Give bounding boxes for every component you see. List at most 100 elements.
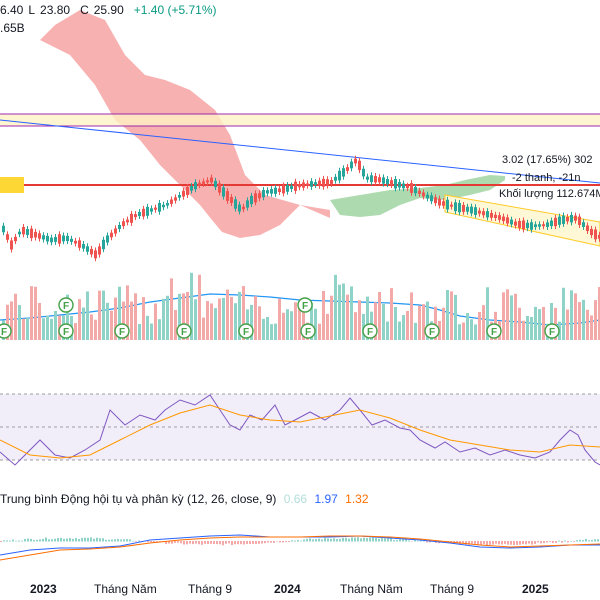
candle-body xyxy=(582,222,585,227)
macd-hist-bar xyxy=(552,541,554,543)
macd-hist-bar xyxy=(210,541,212,544)
macd-hist-bar xyxy=(537,541,539,543)
volume-bar xyxy=(486,287,489,340)
candle-body xyxy=(438,198,441,206)
candle-body xyxy=(258,193,261,199)
macd-hist-bar xyxy=(336,539,338,542)
volume-bar xyxy=(134,293,137,340)
macd-hist-bar xyxy=(255,541,257,544)
volume-bar xyxy=(358,300,361,340)
macd-hist-bar xyxy=(216,541,218,545)
macd-hist-bar xyxy=(543,541,545,544)
x-label-thang-nam-2: Tháng Năm xyxy=(340,582,403,596)
volume-bar xyxy=(138,324,141,340)
volume-bar xyxy=(158,319,161,340)
candle-body xyxy=(126,219,129,223)
candle-body xyxy=(542,224,545,227)
x-label-thang-9-1: Tháng 9 xyxy=(188,582,233,596)
macd-hist-bar xyxy=(468,541,470,545)
candle-body xyxy=(334,176,337,181)
volume-bar xyxy=(238,291,241,340)
candle-body xyxy=(142,208,145,217)
f-marker-label: F xyxy=(491,327,497,338)
macd-hist-bar xyxy=(276,541,278,542)
candle-body xyxy=(210,177,213,183)
volume-bar xyxy=(554,307,557,340)
measure-label: 3.02 (17.65%) 302 xyxy=(502,154,593,166)
volume-bar xyxy=(206,300,209,340)
macd-hist-bar xyxy=(102,538,104,542)
macd-hist-bar xyxy=(471,541,473,544)
macd-value: 1.97 xyxy=(314,492,338,506)
candle-body xyxy=(522,220,525,230)
candle-body xyxy=(122,221,125,227)
macd-hist-value: 0.66 xyxy=(283,492,308,506)
candle-body xyxy=(146,206,149,216)
x-label-thang-9-2: Tháng 9 xyxy=(430,582,475,596)
volume-bar xyxy=(394,307,397,340)
x-label-2025: 2025 xyxy=(522,582,549,596)
volume-bar xyxy=(270,324,273,340)
volume-bar xyxy=(538,309,541,340)
candle-body xyxy=(198,182,201,186)
macd-hist-bar xyxy=(348,538,350,542)
macd-hist-bar xyxy=(117,538,119,542)
candle-body xyxy=(266,190,269,194)
candle-body xyxy=(18,231,21,235)
macd-hist-bar xyxy=(153,541,155,543)
volume-bar xyxy=(502,292,505,340)
volume-bar xyxy=(78,299,81,340)
macd-hist-bar xyxy=(186,541,188,545)
volume-bar xyxy=(334,274,337,340)
macd-hist-bar xyxy=(225,541,227,544)
volume-bar xyxy=(534,306,537,340)
close-label: C xyxy=(80,3,89,17)
macd-hist-bar xyxy=(507,541,509,545)
macd-hist-bar xyxy=(483,541,485,545)
macd-hist-bar xyxy=(222,541,224,546)
candle-body xyxy=(202,181,205,184)
macd-hist-bar xyxy=(219,541,221,545)
macd-hist-bar xyxy=(177,541,179,543)
f-marker-circle xyxy=(238,323,254,339)
volume-bar xyxy=(222,297,225,340)
candle-body xyxy=(374,175,377,183)
macd-hist-bar xyxy=(213,541,215,545)
macd-hist-bar xyxy=(309,538,311,542)
candle-body xyxy=(434,197,437,204)
volume-bar xyxy=(150,323,153,340)
candle-body xyxy=(298,183,301,188)
macd-hist-bar xyxy=(303,539,305,542)
candle-body xyxy=(442,201,445,206)
macd-hist-bar xyxy=(54,538,56,542)
macd-hist-bar xyxy=(315,539,317,542)
x-label-2024: 2024 xyxy=(274,582,301,596)
macd-hist-bar xyxy=(369,537,371,542)
volume-bar xyxy=(346,294,349,340)
candle-body xyxy=(314,182,317,186)
volume-bar xyxy=(582,299,585,340)
macd-hist-bar xyxy=(198,541,200,545)
macd-hist-bar xyxy=(18,540,20,542)
macd-hist-bar xyxy=(384,538,386,542)
candle-body xyxy=(390,180,393,186)
macd-hist-bar xyxy=(462,541,464,544)
candle-body xyxy=(222,187,225,197)
macd-hist-bar xyxy=(294,540,296,542)
macd-hist-bar xyxy=(57,538,59,542)
candle-body xyxy=(130,213,133,223)
macd-hist-bar xyxy=(321,539,323,542)
candle-body xyxy=(154,207,157,210)
macd-hist-bar xyxy=(585,538,587,542)
candle-body xyxy=(42,235,45,240)
candle-body xyxy=(6,234,9,240)
candle-body xyxy=(326,179,329,186)
candle-body xyxy=(74,240,77,244)
candle-body xyxy=(30,228,33,239)
volume-bar xyxy=(66,294,69,340)
volume-bar xyxy=(450,291,453,340)
volume-bar xyxy=(142,297,145,340)
volume-bar xyxy=(170,278,173,340)
candle-body xyxy=(270,189,273,194)
